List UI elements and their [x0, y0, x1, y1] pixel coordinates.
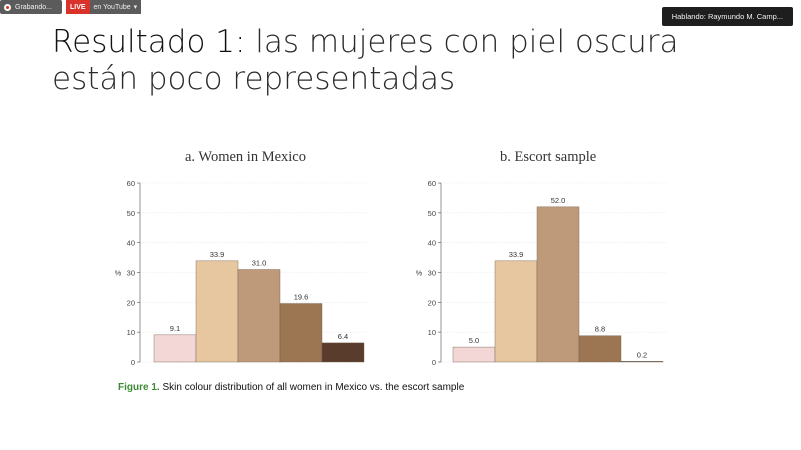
chart-a-ytick-label: 0: [131, 358, 135, 367]
chart-a-data-label: 19.6: [294, 293, 309, 302]
chart-b-bar: [536, 206, 580, 363]
chart-a-bar: [279, 303, 323, 363]
chart-b-ytick-label: 40: [428, 239, 436, 248]
chart-b-data-label: 33.9: [509, 250, 524, 259]
chart-a-data-label: 33.9: [210, 250, 225, 259]
chart-a-y-label: %: [115, 269, 122, 278]
chart-b-bar: [620, 361, 664, 363]
chart-a-bar: [321, 342, 365, 363]
chart-b-bar: [494, 260, 538, 363]
live-stream-indicator[interactable]: LIVE en YouTube ▾: [65, 0, 142, 14]
chart-b-ytick-label: 0: [432, 358, 436, 367]
chart-b-bar: [578, 335, 622, 363]
chart-a-ytick-label: 40: [127, 239, 135, 248]
chart-b-data-label: 8.8: [595, 325, 605, 334]
chart-a-ytick-label: 60: [127, 179, 135, 188]
active-speaker-label: Hablando: Raymundo M. Camp...: [661, 7, 793, 26]
chart-a-ytick-label: 20: [127, 298, 135, 307]
chart-b-ytick-label: 20: [428, 298, 436, 307]
chart-a-data-label: 6.4: [338, 332, 348, 341]
chart-b-ytick-label: 60: [428, 179, 436, 188]
chart-a-title: a. Women in Mexico: [185, 149, 306, 165]
slide-title: Resultado 1: las mujeres con piel oscura…: [52, 24, 772, 98]
chevron-down-icon[interactable]: ▾: [133, 4, 138, 11]
chart-a-bar: [237, 269, 281, 363]
record-icon: [4, 3, 11, 11]
live-target-label: en YouTube: [93, 3, 131, 11]
chart-b-data-label: 0.2: [637, 350, 647, 359]
recording-indicator[interactable]: Grabando...: [0, 0, 62, 14]
recording-label: Grabando...: [15, 3, 52, 11]
chart-b-data-label: 5.0: [469, 336, 479, 345]
slide-title-rest: las mujeres con piel oscura están poco r…: [52, 24, 679, 97]
chart-b-ytick-label: 10: [428, 328, 436, 337]
figure-caption: Figure 1. Skin colour distribution of al…: [118, 382, 464, 393]
chart-a-ytick-label: 50: [127, 209, 135, 218]
chart-b-y-label: %: [416, 269, 423, 278]
chart-a-ytick-label: 30: [127, 269, 135, 278]
caption-text: Skin colour distribution of all women in…: [159, 382, 465, 393]
chart-a-data-label: 31.0: [252, 259, 267, 268]
chart-b-ytick-label: 50: [428, 209, 436, 218]
chart-b-data-label: 52.0: [551, 196, 566, 205]
chart-b-ytick-label: 30: [428, 269, 436, 278]
chart-b-title: b. Escort sample: [500, 149, 597, 165]
chart-b-bar: [452, 346, 496, 363]
chart-a-data-label: 9.1: [170, 324, 180, 333]
live-target: en YouTube ▾: [89, 0, 142, 14]
slide-title-lead: Resultado 1:: [52, 24, 246, 60]
zoom-status-bar: Grabando... LIVE en YouTube ▾: [0, 0, 142, 14]
chart-a-bar: [195, 260, 239, 363]
chart-a-ytick-label: 10: [127, 328, 135, 337]
chart-a-bar: [153, 334, 197, 363]
live-badge: LIVE: [65, 0, 90, 14]
figure-label: Figure 1.: [118, 382, 160, 393]
